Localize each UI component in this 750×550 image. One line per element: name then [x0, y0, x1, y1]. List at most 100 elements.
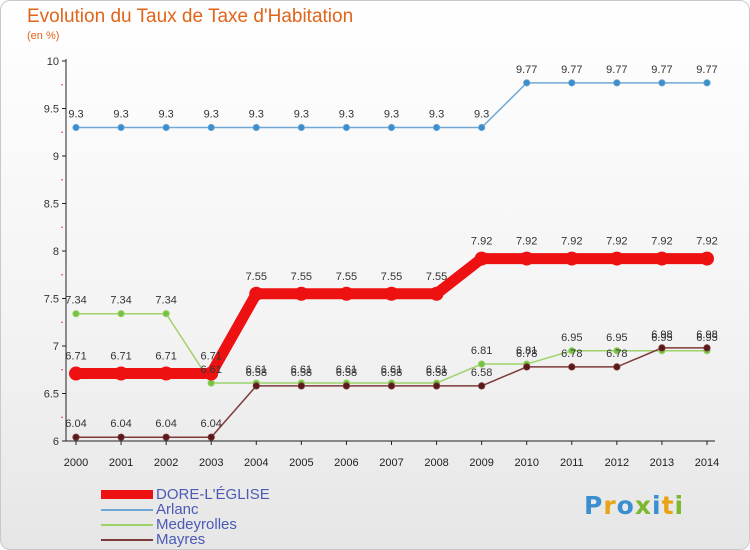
y-tick-label: 6.5 — [44, 389, 59, 401]
data-label: 7.55 — [336, 271, 357, 283]
data-point — [69, 366, 83, 381]
data-point — [162, 123, 170, 132]
data-label: 7.92 — [696, 236, 717, 248]
data-label: 9.3 — [474, 109, 489, 121]
data-point — [703, 79, 711, 87]
x-tick-label: 2000 — [64, 457, 88, 469]
data-point — [568, 347, 576, 355]
data-point — [249, 286, 264, 301]
data-point — [72, 433, 80, 441]
data-point — [384, 286, 399, 301]
data-point — [114, 366, 129, 381]
x-tick-label: 2007 — [379, 457, 403, 469]
data-point — [162, 310, 170, 318]
data-label: 6.95 — [651, 332, 672, 344]
data-point — [294, 286, 309, 301]
data-label: 6.95 — [606, 332, 627, 344]
data-label: 7.55 — [426, 271, 447, 283]
data-point — [613, 363, 621, 371]
x-tick-label: 2002 — [154, 457, 178, 469]
data-label: 6.71 — [155, 351, 176, 363]
y-tick-label: 7 — [53, 341, 59, 353]
axes: 6 6.5 7 7.5 8 8.5 9 9.5 10 2000 2001 2002 2003 2004 20… — [44, 56, 720, 469]
data-point — [387, 382, 396, 390]
x-tick-label: 2012 — [605, 457, 629, 469]
data-label: 6.71 — [110, 351, 131, 363]
data-label: 6.61 — [201, 364, 222, 376]
data-label: 6.78 — [516, 348, 537, 360]
data-point — [207, 379, 215, 387]
data-point — [339, 286, 354, 301]
data-point — [297, 123, 305, 132]
data-point — [658, 79, 666, 87]
data-label: 6.61 — [246, 364, 267, 376]
data-point — [207, 123, 215, 132]
data-label: 6.95 — [561, 332, 582, 344]
legend-label: Medeyrolles — [156, 516, 237, 533]
data-label: 9.3 — [384, 109, 399, 121]
y-tick-label: 8 — [53, 246, 59, 258]
x-tick-label: 2004 — [244, 457, 268, 469]
data-label: 6.58 — [426, 367, 447, 379]
x-tick-label: 2005 — [289, 457, 313, 469]
data-point — [658, 344, 666, 352]
data-label: 6.04 — [155, 418, 176, 430]
x-tick-label: 2006 — [334, 457, 358, 469]
data-point — [252, 382, 260, 390]
data-point — [478, 123, 486, 132]
x-tick-label: 2014 — [695, 457, 719, 469]
logo-letter: t — [661, 491, 675, 520]
data-label: 6.58 — [291, 367, 312, 379]
x-tick-label: 2001 — [109, 457, 133, 469]
data-label: 9.3 — [249, 109, 264, 121]
data-point — [432, 382, 441, 390]
legend: DORE-L'ÉGLISE Arlanc Medeyrolles Mayres — [101, 487, 270, 547]
legend-item-mayres: Mayres — [101, 532, 270, 547]
data-label: 7.34 — [155, 295, 176, 307]
data-point — [613, 347, 621, 355]
data-label: 9.77 — [561, 64, 582, 76]
y-tick-label: 8.5 — [44, 199, 59, 211]
data-label: 7.55 — [381, 271, 402, 283]
data-point — [117, 433, 125, 441]
data-label: 6.78 — [606, 348, 627, 360]
data-label: 6.04 — [65, 418, 86, 430]
data-label: 9.3 — [204, 109, 219, 121]
data-label: 9.3 — [429, 109, 444, 121]
data-point — [297, 382, 305, 390]
legend-label: Arlanc — [156, 501, 199, 518]
data-label: 6.61 — [336, 364, 357, 376]
data-point — [609, 251, 624, 266]
data-label: 7.34 — [65, 295, 86, 307]
data-label: 6.61 — [381, 364, 402, 376]
x-tick-label: 2010 — [514, 457, 538, 469]
data-label: 6.71 — [201, 351, 222, 363]
data-point — [654, 251, 669, 266]
data-point — [162, 433, 170, 441]
data-point — [432, 123, 441, 132]
legend-swatch — [101, 523, 153, 526]
logo-letter: o — [616, 491, 635, 520]
data-label: 6.04 — [201, 418, 222, 430]
data-label: 6.95 — [696, 332, 717, 344]
logo-letter: i — [652, 491, 662, 520]
data-point — [72, 123, 80, 132]
data-point — [564, 251, 579, 266]
x-tick-label: 2008 — [424, 457, 448, 469]
data-label: 6.81 — [516, 345, 537, 357]
data-point — [519, 251, 534, 266]
data-label: 7.92 — [606, 236, 627, 248]
data-label: 6.71 — [65, 351, 86, 363]
data-label: 6.61 — [291, 364, 312, 376]
data-label: 6.61 — [426, 364, 447, 376]
x-tick-label: 2009 — [469, 457, 493, 469]
data-label: 7.55 — [246, 271, 267, 283]
data-label: 9.3 — [294, 109, 309, 121]
legend-label: DORE-L'ÉGLISE — [156, 486, 270, 503]
y-tick-label: 6 — [53, 436, 59, 448]
data-label: 7.92 — [561, 236, 582, 248]
data-label: 7.92 — [651, 236, 672, 248]
data-point — [252, 123, 260, 132]
y-tick-label: 9 — [53, 151, 59, 163]
